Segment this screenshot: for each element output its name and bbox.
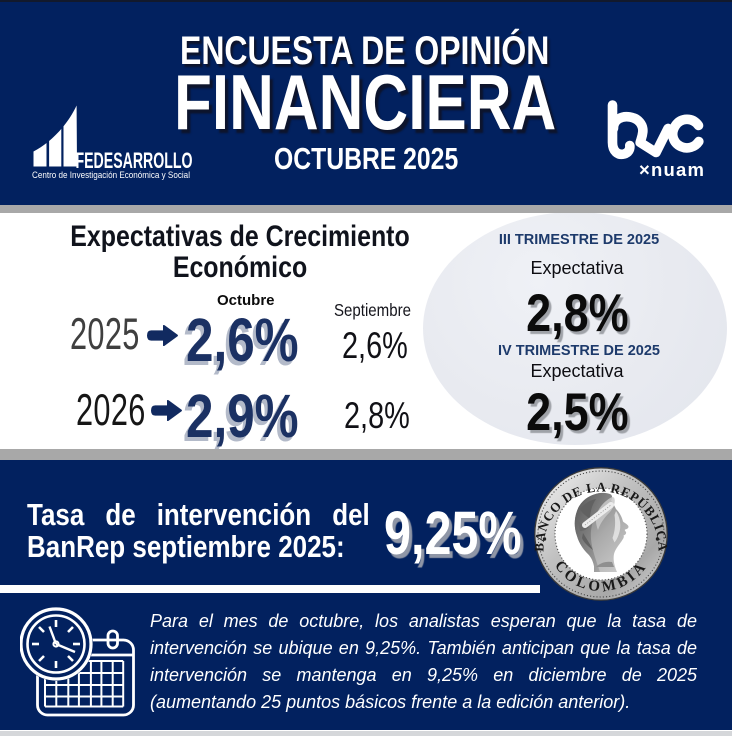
svg-text:×nuam: ×nuam bbox=[639, 159, 704, 180]
svg-text:Centro de Investigación Económ: Centro de Investigación Económica y Soci… bbox=[32, 170, 190, 181]
svg-text:FEDESARROLLO: FEDESARROLLO bbox=[76, 148, 193, 173]
